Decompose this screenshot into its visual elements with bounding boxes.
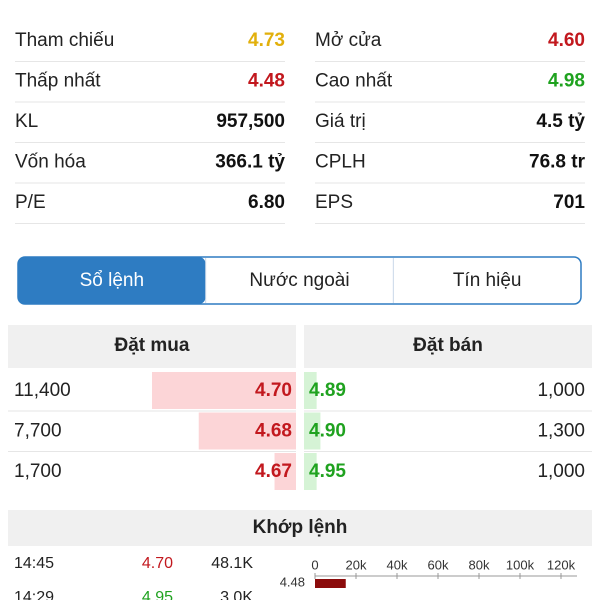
ask-price: 4.89 [309, 380, 346, 401]
x-tick-label: 100k [506, 557, 535, 572]
stat-value: 4.73 [248, 30, 285, 51]
bid-header: Đặt mua [115, 335, 190, 356]
ask-volume: 1,000 [537, 461, 585, 482]
stat-label: Thấp nhất [15, 71, 101, 92]
stat-label: Vốn hóa [15, 152, 86, 173]
x-tick-label: 0 [311, 557, 318, 572]
tab[interactable]: Nước ngoài [249, 270, 349, 291]
match-price: 4.70 [142, 555, 173, 572]
matches-header: Khớp lệnh [253, 517, 348, 538]
price-level: 4.48 [280, 574, 305, 589]
stat-label: CPLH [315, 152, 366, 173]
bid-price: 4.70 [255, 380, 292, 401]
ask-header-bg [304, 325, 592, 368]
stat-value: 957,500 [216, 111, 285, 132]
ask-volume-bar [304, 372, 317, 409]
tab[interactable]: Sổ lệnh [80, 270, 144, 291]
stat-label: Cao nhất [315, 71, 393, 92]
ask-volume: 1,300 [537, 421, 585, 442]
x-tick-label: 120k [547, 557, 576, 572]
bid-price: 4.67 [255, 461, 292, 482]
x-tick-label: 80k [469, 557, 490, 572]
ask-volume: 1,000 [537, 380, 585, 401]
stat-value: 366.1 tỷ [215, 152, 285, 173]
ask-volume-bar [304, 453, 317, 490]
bid-volume: 7,700 [14, 421, 62, 442]
bid-volume: 1,700 [14, 461, 62, 482]
stat-value: 6.80 [248, 192, 285, 213]
x-tick-label: 60k [428, 557, 449, 572]
x-tick-label: 40k [387, 557, 408, 572]
bid-header-bg [8, 325, 296, 368]
tab[interactable]: Tín hiệu [453, 270, 522, 291]
match-volume: 48.1K [211, 555, 253, 572]
stat-label: P/E [15, 192, 46, 213]
stat-value: 4.98 [548, 71, 585, 92]
bid-volume-bar [274, 453, 296, 490]
match-time: 14:45 [14, 555, 54, 572]
stat-label: Mở cửa [315, 30, 382, 51]
bid-price: 4.68 [255, 421, 292, 442]
ask-header: Đặt bán [413, 335, 483, 356]
match-volume: 3.0K [220, 589, 253, 600]
volume-bar [315, 579, 346, 588]
x-tick-label: 20k [346, 557, 367, 572]
bid-volume-bar [198, 412, 296, 450]
stat-value: 701 [553, 192, 585, 213]
bid-volume-bar [152, 372, 296, 409]
match-time: 14:29 [14, 589, 54, 600]
ask-price: 4.95 [309, 461, 346, 482]
stat-label: KL [15, 111, 38, 132]
ask-price: 4.90 [309, 421, 346, 442]
stat-label: Giá trị [315, 111, 366, 132]
ask-volume-bar [304, 412, 321, 450]
match-price: 4.95 [142, 589, 173, 600]
bid-volume: 11,400 [14, 380, 71, 401]
stat-label: EPS [315, 192, 353, 213]
stat-value: 4.48 [248, 71, 285, 92]
matches-header-bg [8, 510, 592, 546]
stat-label: Tham chiếu [15, 30, 114, 51]
tab-active-bg [18, 257, 206, 304]
stat-value: 76.8 tr [529, 152, 586, 173]
stat-value: 4.60 [548, 30, 585, 51]
stat-value: 4.5 tỷ [536, 111, 585, 132]
